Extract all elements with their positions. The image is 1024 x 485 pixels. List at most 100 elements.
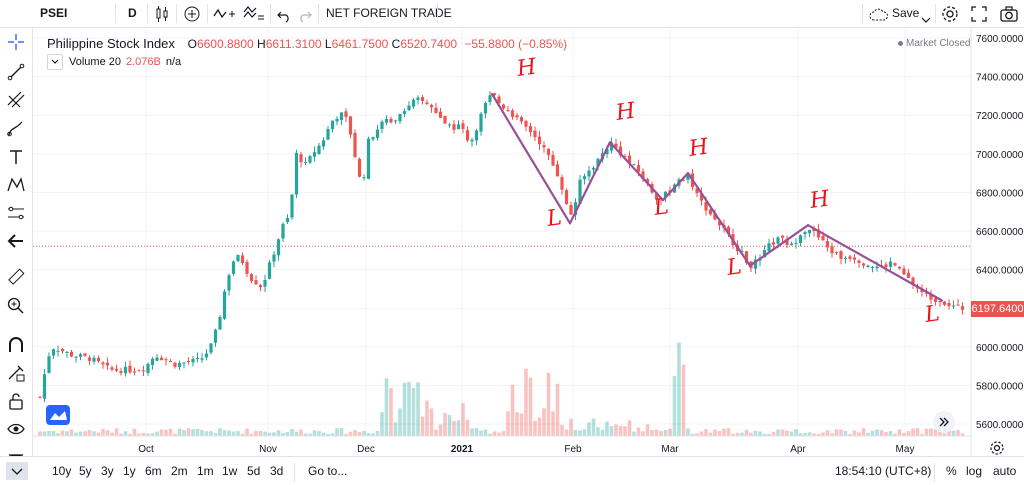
candle-body	[218, 317, 222, 330]
gear-icon[interactable]	[941, 5, 959, 23]
log-toggle[interactable]: log	[966, 464, 983, 478]
range-button-3d[interactable]: 3d	[270, 464, 284, 478]
candle-body	[726, 226, 731, 234]
volume-label[interactable]: Volume 20	[69, 56, 121, 68]
volume-bar	[785, 430, 789, 436]
range-button-6m[interactable]: 6m	[145, 464, 162, 478]
brush-icon[interactable]	[4, 116, 28, 140]
cloud-icon[interactable]	[869, 6, 889, 22]
range-button-5d[interactable]: 5d	[247, 464, 261, 478]
candles-icon[interactable]	[154, 5, 170, 23]
back-arrow-icon[interactable]	[4, 229, 28, 253]
prediction-icon[interactable]	[4, 201, 28, 225]
volume-bar	[276, 430, 281, 436]
volume-bar	[825, 430, 830, 436]
interval-button[interactable]: D	[128, 6, 137, 20]
series-title[interactable]: Philippine Stock Index	[47, 36, 175, 51]
candle-body	[942, 301, 947, 305]
volume-bar	[123, 431, 128, 436]
toolbar-divider	[294, 463, 295, 482]
candle-body	[452, 124, 456, 130]
range-button-2m[interactable]: 2m	[171, 464, 188, 478]
range-button-3y[interactable]: 3y	[101, 464, 114, 478]
range-button-1y[interactable]: 1y	[123, 464, 136, 478]
lock-drawing-icon[interactable]	[4, 361, 28, 385]
symbol-field[interactable]: PSEI	[40, 6, 68, 20]
goto-date-button[interactable]: Go to...	[308, 464, 348, 478]
save-button[interactable]: Save	[892, 6, 920, 20]
fullscreen-icon[interactable]	[971, 5, 987, 23]
volume-bar	[807, 432, 812, 436]
magnet-icon[interactable]	[4, 333, 28, 357]
auto-toggle[interactable]: auto	[993, 464, 1017, 478]
add-compare-icon[interactable]	[183, 5, 201, 23]
volume-bar	[150, 433, 155, 436]
redo-icon[interactable]	[298, 6, 312, 23]
indicators-icon[interactable]	[213, 5, 235, 23]
templates-icon[interactable]	[243, 4, 265, 22]
volume-bar	[843, 430, 848, 436]
volume-bar	[708, 432, 713, 436]
volume-bar	[285, 431, 290, 436]
volume-bar	[461, 403, 465, 436]
range-button-5y[interactable]: 5y	[79, 464, 92, 478]
tradingview-logo[interactable]	[46, 405, 70, 425]
camera-icon[interactable]	[1000, 5, 1018, 23]
candle-body	[357, 158, 362, 177]
volume-bar	[74, 432, 78, 436]
candle-body	[456, 124, 461, 130]
volume-bar	[452, 420, 456, 436]
text-icon[interactable]	[4, 145, 28, 169]
volume-bar	[623, 426, 627, 436]
volume-bar	[893, 433, 897, 436]
range-button-1w[interactable]: 1w	[222, 464, 238, 478]
collapse-legend-icon[interactable]	[47, 54, 63, 70]
candle-body	[371, 137, 375, 140]
volume-bar	[794, 429, 798, 436]
candle-body	[339, 112, 344, 121]
volume-bar	[857, 432, 861, 436]
fib-icon[interactable]	[4, 88, 28, 112]
volume-bar	[911, 428, 915, 436]
unlock-icon[interactable]	[4, 389, 28, 413]
indicator-name-button[interactable]: NET FOREIGN TRADE	[326, 6, 452, 20]
volume-bar	[222, 430, 227, 436]
trend-line-icon[interactable]	[4, 60, 28, 84]
time-tick-label: Feb	[564, 444, 582, 455]
volume-bar	[789, 431, 794, 436]
ruler-icon[interactable]	[4, 265, 28, 289]
volume-bar	[227, 430, 231, 436]
candle-body	[461, 123, 465, 129]
scroll-to-realtime-button[interactable]	[933, 411, 955, 433]
zoom-in-icon[interactable]	[4, 294, 28, 318]
price-tick-label: 7600.0000	[976, 34, 1024, 45]
volume-bar	[312, 430, 317, 436]
volume-bar	[762, 433, 767, 436]
range-button-1m[interactable]: 1m	[197, 464, 214, 478]
volume-bar	[416, 382, 420, 436]
pattern-icon[interactable]	[4, 173, 28, 197]
eye-icon[interactable]	[4, 417, 28, 441]
volume-bar	[249, 433, 254, 436]
volume-bar	[564, 429, 569, 436]
candle-body	[564, 190, 569, 205]
candle-body	[704, 202, 708, 211]
candle-body	[191, 358, 195, 363]
candle-body	[128, 365, 132, 373]
axis-settings-icon[interactable]	[989, 440, 1005, 456]
volume-bar	[101, 428, 105, 436]
range-button-10y[interactable]: 10y	[52, 464, 72, 478]
percent-toggle[interactable]: %	[946, 464, 957, 478]
volume-bar	[245, 428, 249, 436]
chevron-down-icon[interactable]	[921, 8, 931, 23]
candle-body	[753, 259, 758, 269]
volume-bar	[677, 342, 681, 436]
volume-bar	[618, 426, 623, 436]
collapse-panel-icon[interactable]	[6, 462, 28, 480]
volume-bar	[690, 433, 695, 436]
crosshair-icon[interactable]	[4, 30, 28, 54]
candle-body	[398, 113, 402, 122]
candle-body	[105, 362, 110, 366]
undo-icon[interactable]	[277, 6, 291, 23]
